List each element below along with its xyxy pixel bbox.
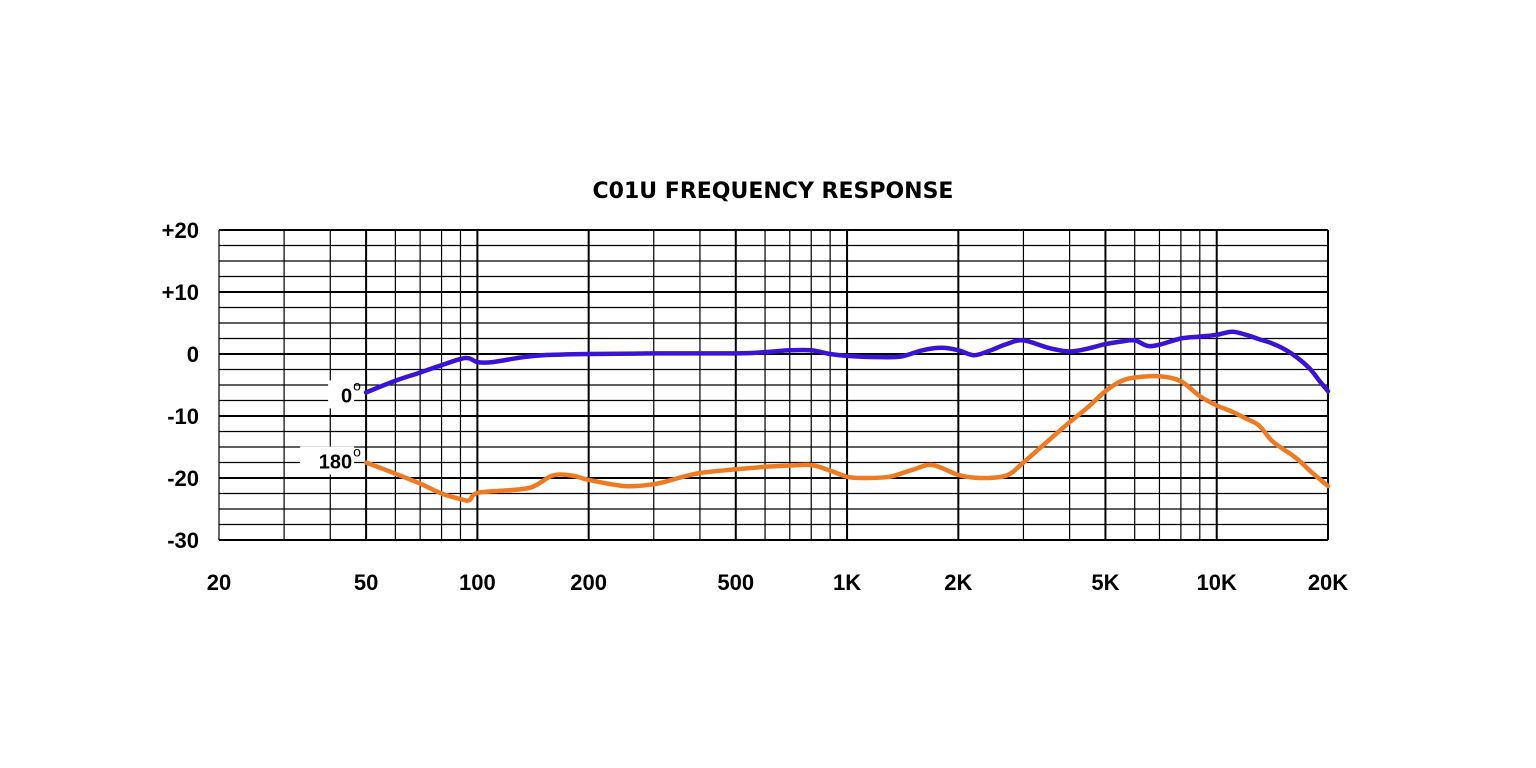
x-tick-label: 200 bbox=[570, 570, 607, 595]
x-axis-ticks: 20 50 100 200 500 1K 2K 5K 10K 20K bbox=[207, 570, 1349, 595]
series-line-0 bbox=[363, 329, 1331, 395]
series-label-background bbox=[328, 380, 355, 409]
x-tick-label: 20K bbox=[1308, 570, 1348, 595]
x-tick-label: 500 bbox=[717, 570, 754, 595]
series-label-180: 180 bbox=[319, 452, 352, 474]
series-line-180 bbox=[363, 373, 1331, 503]
y-tick-label: 0 bbox=[187, 342, 199, 367]
x-tick-label: 1K bbox=[833, 570, 861, 595]
degree-symbol: o bbox=[353, 377, 361, 393]
degree-symbol: o bbox=[353, 444, 361, 460]
y-tick-label: -30 bbox=[167, 528, 199, 553]
x-tick-label: 100 bbox=[459, 570, 496, 595]
series-label-background bbox=[300, 446, 355, 475]
chart-title: C01U FREQUENCY RESPONSE bbox=[593, 179, 954, 204]
x-tick-label: 10K bbox=[1197, 570, 1237, 595]
y-axis-ticks: +20 +10 0 -10 -20 -30 bbox=[162, 218, 199, 553]
y-tick-label: +10 bbox=[162, 280, 199, 305]
plot-grid bbox=[218, 229, 1329, 541]
x-tick-label: 20 bbox=[207, 570, 231, 595]
x-tick-label: 2K bbox=[944, 570, 972, 595]
y-tick-label: +20 bbox=[162, 218, 199, 243]
series-lines bbox=[363, 329, 1331, 503]
y-tick-label: -10 bbox=[167, 404, 199, 429]
x-tick-label: 50 bbox=[354, 570, 378, 595]
x-tick-label: 5K bbox=[1091, 570, 1119, 595]
series-label-0: 0 bbox=[341, 385, 352, 407]
y-tick-label: -20 bbox=[167, 466, 199, 491]
